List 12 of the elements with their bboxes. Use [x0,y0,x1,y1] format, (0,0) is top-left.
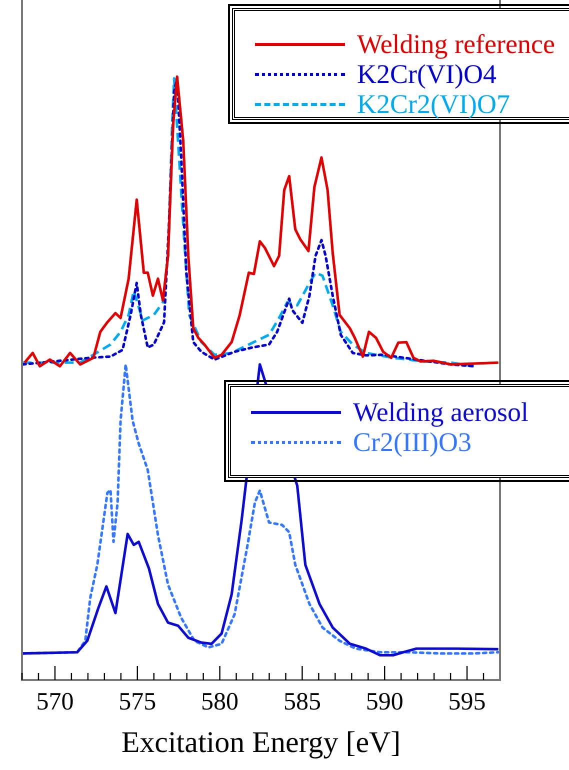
x-axis-title: Excitation Energy [eV] [121,726,401,759]
legend-label: Welding reference [357,29,555,59]
x-tick-label: 570 [36,688,74,716]
x-tick-label: 585 [283,688,321,716]
legend-label: Cr2(III)O3 [353,427,472,457]
x-tick-label: 575 [118,688,156,716]
legend-label: K2Cr(VI)O4 [357,59,496,89]
legend-label: Welding aerosol [353,397,529,427]
legend-label: K2Cr2(VI)O7 [357,89,510,119]
x-tick-label: 595 [448,688,486,716]
x-tick-label: 580 [201,688,239,716]
x-tick-label: 590 [366,688,404,716]
